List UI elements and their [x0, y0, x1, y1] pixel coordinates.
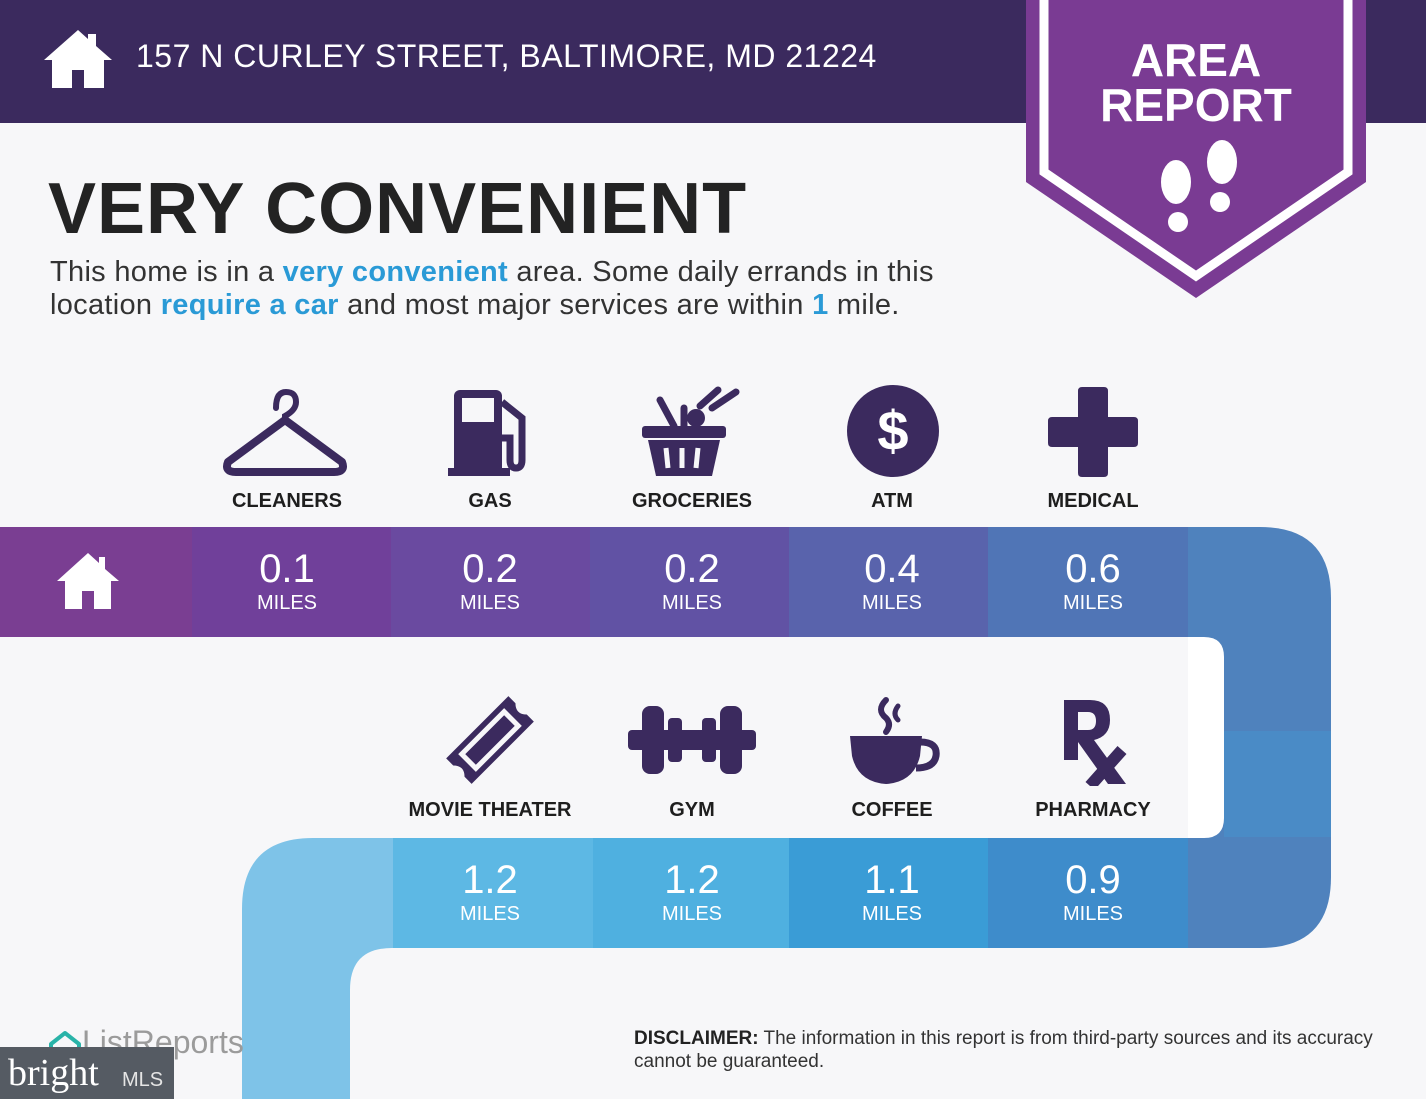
category-movie-theater: MOVIE THEATER	[408, 799, 572, 821]
distance-unit: MILES	[256, 592, 318, 614]
distance-unit: MILES	[861, 592, 923, 614]
description: This home is in a very convenient area. …	[50, 256, 1030, 322]
hanger-icon	[223, 388, 347, 476]
dollar-icon: $	[847, 385, 939, 477]
rx-icon	[1064, 700, 1127, 786]
gas-pump-icon	[448, 390, 526, 476]
desc-part4: mile.	[828, 289, 900, 321]
desc-highlight-distance: 1	[812, 289, 829, 321]
start-home-icon	[57, 553, 119, 609]
dumbbell-icon	[628, 706, 756, 774]
grocery-basket-icon	[642, 386, 740, 476]
distance-groceries: 0.2 MILES	[592, 527, 792, 637]
desc-highlight-convenient: very convenient	[282, 256, 508, 288]
distance-value: 0.9	[1065, 858, 1121, 902]
category-pharmacy: PHARMACY	[1035, 799, 1151, 821]
distance-unit: MILES	[459, 903, 521, 925]
distance-gym: 1.2 MILES	[592, 838, 792, 948]
distance-unit: MILES	[861, 903, 923, 925]
distance-value: 1.1	[864, 858, 920, 902]
bright-mls-logo: bright MLS	[0, 1047, 174, 1099]
category-coffee: COFFEE	[851, 799, 933, 821]
category-cleaners: CLEANERS	[231, 490, 342, 512]
disclaimer-label: DISCLAIMER:	[634, 1028, 759, 1049]
property-address: 157 N CURLEY STREET, BALTIMORE, MD 21224	[136, 38, 877, 74]
bright-wordmark: bright	[8, 1052, 99, 1094]
desc-part3: and most major services are within	[338, 289, 813, 321]
badge-line2: REPORT	[1100, 79, 1292, 131]
distance-value: 1.2	[462, 858, 518, 902]
distance-unit: MILES	[661, 592, 723, 614]
distance-value: 0.6	[1065, 547, 1121, 591]
category-gas: GAS	[468, 490, 512, 512]
distance-unit: MILES	[1062, 903, 1124, 925]
ticket-icon	[446, 696, 534, 784]
category-medical: MEDICAL	[1047, 490, 1139, 512]
mls-wordmark: MLS	[122, 1069, 164, 1091]
distance-cleaners: 0.1 MILES	[187, 527, 387, 637]
desc-part1: This home is in a	[50, 256, 283, 288]
distance-coffee: 1.1 MILES	[792, 838, 992, 948]
category-atm: ATM	[871, 490, 913, 512]
medical-cross-icon	[1048, 387, 1138, 477]
distance-value: 0.1	[259, 547, 315, 591]
house-icon	[44, 30, 112, 88]
desc-part2: area. Some daily errands in this locatio…	[50, 256, 934, 321]
distance-value: 0.2	[664, 547, 720, 591]
distance-value: 1.2	[664, 858, 720, 902]
page-title: VERY CONVENIENT	[48, 169, 748, 249]
area-report-title: AREA REPORT	[1026, 34, 1366, 131]
distance-atm: 0.4 MILES	[792, 527, 992, 637]
disclaimer-text: The information in this report is from t…	[634, 1028, 1373, 1072]
distance-value: 0.2	[462, 547, 518, 591]
desc-highlight-car: require a car	[160, 289, 339, 321]
distance-unit: MILES	[459, 592, 521, 614]
distance-unit: MILES	[661, 903, 723, 925]
distance-unit: MILES	[1062, 592, 1124, 614]
distance-pharmacy: 0.9 MILES	[993, 838, 1193, 948]
coffee-cup-icon	[850, 697, 940, 784]
category-groceries: GROCERIES	[631, 490, 753, 512]
distance-movie-theater: 1.2 MILES	[390, 838, 590, 948]
distance-medical: 0.6 MILES	[993, 527, 1193, 637]
disclaimer: DISCLAIMER: The information in this repo…	[634, 1027, 1394, 1073]
badge-line1: AREA	[1130, 34, 1262, 86]
distance-value: 0.4	[864, 547, 920, 591]
distance-gas: 0.2 MILES	[390, 527, 590, 637]
category-gym: GYM	[669, 799, 715, 821]
footprints-icon	[1161, 140, 1237, 232]
area-report-badge	[1026, 0, 1366, 298]
svg-text:$: $	[877, 399, 908, 462]
